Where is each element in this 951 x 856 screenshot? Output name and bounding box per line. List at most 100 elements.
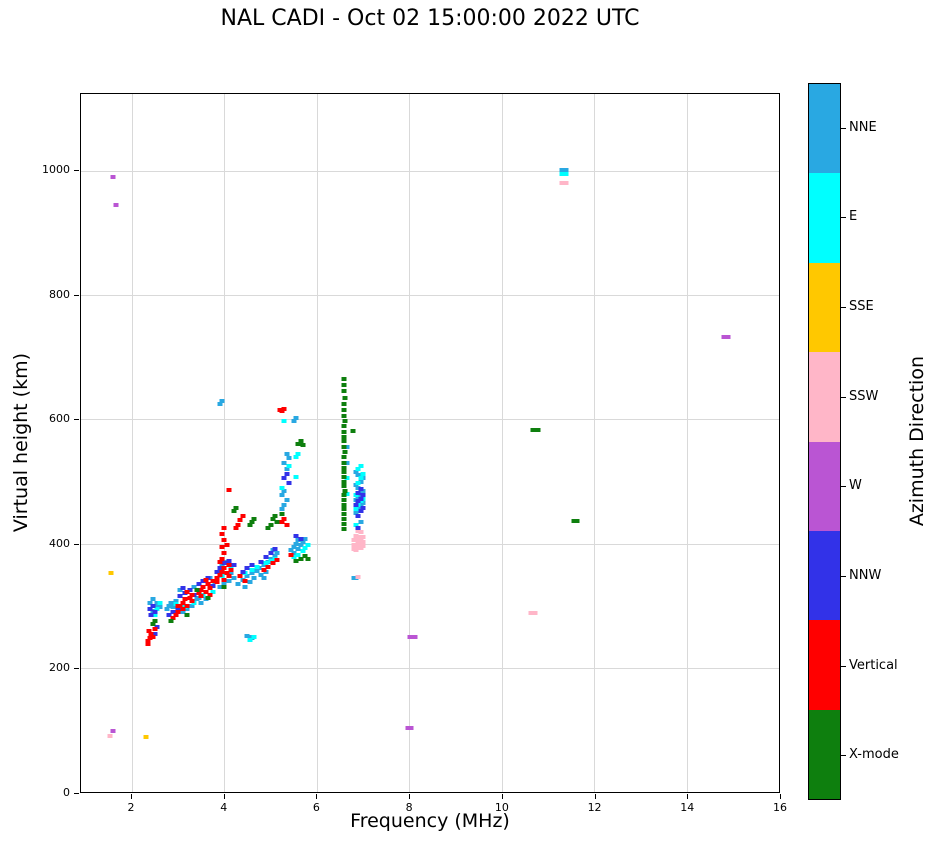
data-point (166, 613, 172, 618)
data-point (150, 634, 156, 639)
data-point (231, 509, 237, 514)
data-point (214, 575, 220, 580)
data-point (249, 567, 255, 572)
data-point (342, 395, 348, 400)
data-point (284, 498, 290, 503)
data-point (263, 561, 269, 566)
data-point (210, 590, 216, 595)
data-point (293, 454, 299, 459)
data-point (265, 565, 271, 570)
data-point (300, 540, 306, 545)
data-point (240, 569, 246, 574)
data-point (242, 578, 248, 583)
data-point (265, 526, 271, 531)
data-point (268, 558, 274, 563)
gridline-vertical (594, 94, 596, 792)
data-point (341, 479, 347, 484)
data-point (291, 555, 297, 560)
data-point (341, 521, 347, 526)
data-point (360, 472, 366, 477)
data-point (217, 560, 223, 565)
y-axis-label-text: Virtual height (km) (10, 353, 32, 533)
data-point (235, 522, 241, 527)
data-point (110, 729, 116, 734)
data-point (247, 522, 253, 527)
data-point (293, 541, 299, 546)
data-point (108, 570, 114, 575)
data-point (725, 335, 731, 340)
data-point (180, 609, 186, 614)
plot-area (80, 93, 780, 793)
data-point (203, 590, 209, 595)
data-point (221, 585, 227, 590)
data-point (226, 563, 232, 568)
gridline-vertical (224, 94, 226, 792)
gridline-vertical (131, 94, 133, 792)
data-point (152, 609, 158, 614)
data-point (360, 535, 366, 540)
data-point (221, 566, 227, 571)
y-tick-mark (74, 668, 79, 670)
data-point (281, 407, 287, 412)
data-point (355, 513, 361, 518)
data-point (360, 539, 366, 544)
data-point (198, 600, 204, 605)
data-point (184, 590, 190, 595)
data-point (217, 572, 223, 577)
y-tick-mark (74, 419, 79, 421)
data-point (353, 522, 359, 527)
colorbar-tick-mark (841, 575, 846, 577)
data-point (288, 547, 294, 552)
data-point (302, 536, 308, 541)
data-point (288, 552, 294, 557)
data-point (221, 550, 227, 555)
data-point (341, 526, 347, 531)
data-point (341, 429, 347, 434)
data-point (226, 487, 232, 492)
data-point (258, 560, 264, 565)
data-point (341, 516, 347, 521)
data-point (291, 544, 297, 549)
data-point (152, 613, 158, 618)
gridline-horizontal (81, 543, 779, 545)
data-point (219, 532, 225, 537)
data-point (219, 569, 225, 574)
data-point (358, 463, 364, 468)
data-point (351, 542, 357, 547)
data-point (341, 434, 347, 439)
data-point (563, 181, 569, 186)
data-point (355, 473, 361, 478)
data-point (148, 613, 154, 618)
data-point (274, 557, 280, 562)
colorbar-tick-mark (841, 217, 846, 219)
data-point (258, 572, 264, 577)
data-point (341, 474, 347, 479)
data-point (353, 493, 359, 498)
data-point (360, 493, 366, 498)
data-point (247, 637, 253, 642)
data-point (187, 596, 193, 601)
data-point (350, 428, 356, 433)
data-point (341, 423, 347, 428)
data-point (152, 631, 158, 636)
data-point (353, 547, 359, 552)
data-point (274, 519, 280, 524)
data-point (298, 536, 304, 541)
data-point (244, 573, 250, 578)
data-point (249, 519, 255, 524)
data-point (221, 538, 227, 543)
data-point (196, 591, 202, 596)
data-point (203, 577, 209, 582)
data-point (217, 585, 223, 590)
data-point (341, 439, 347, 444)
gridline-vertical (779, 94, 780, 792)
data-point (219, 544, 225, 549)
data-point (184, 603, 190, 608)
data-point (355, 499, 361, 504)
data-point (353, 510, 359, 515)
data-point (341, 377, 347, 382)
data-point (270, 516, 276, 521)
data-point (342, 488, 348, 493)
data-point (268, 550, 274, 555)
data-point (198, 594, 204, 599)
